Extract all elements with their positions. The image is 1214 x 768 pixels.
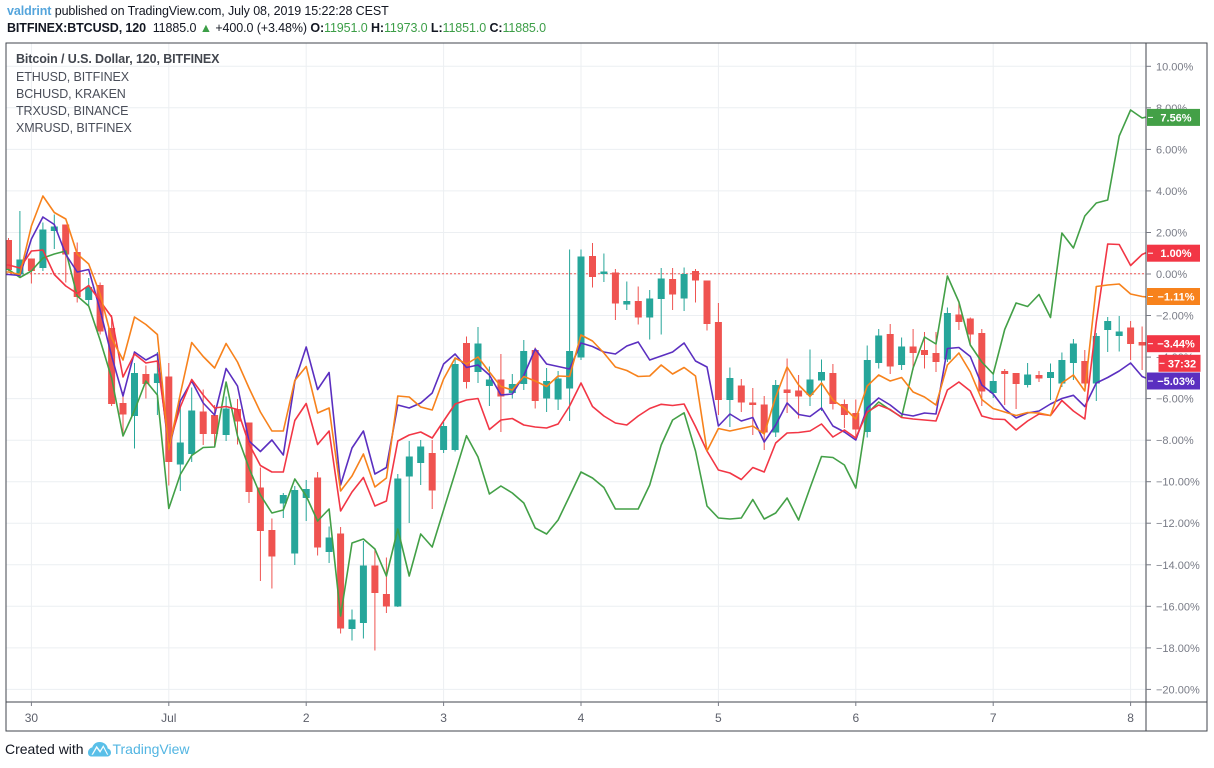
svg-text:−14.00%: −14.00% bbox=[1156, 560, 1200, 572]
svg-text:1.00%: 1.00% bbox=[1160, 248, 1191, 260]
svg-text:8: 8 bbox=[1127, 711, 1134, 725]
svg-text:2: 2 bbox=[303, 711, 310, 725]
svg-text:−2.00%: −2.00% bbox=[1156, 311, 1194, 323]
svg-text:−8.00%: −8.00% bbox=[1156, 435, 1194, 447]
svg-text:4.00%: 4.00% bbox=[1156, 186, 1187, 198]
svg-text:10.00%: 10.00% bbox=[1156, 61, 1194, 73]
svg-text:30: 30 bbox=[25, 711, 39, 725]
svg-text:−12.00%: −12.00% bbox=[1156, 518, 1200, 530]
svg-text:6.00%: 6.00% bbox=[1156, 144, 1187, 156]
svg-text:2.00%: 2.00% bbox=[1156, 228, 1187, 240]
svg-text:6: 6 bbox=[852, 711, 859, 725]
svg-text:Jul: Jul bbox=[161, 711, 176, 725]
svg-text:3: 3 bbox=[440, 711, 447, 725]
svg-text:37:32: 37:32 bbox=[1168, 358, 1196, 370]
svg-text:0.00%: 0.00% bbox=[1156, 269, 1187, 281]
svg-text:−16.00%: −16.00% bbox=[1156, 601, 1200, 613]
svg-text:−20.00%: −20.00% bbox=[1156, 684, 1200, 696]
svg-text:5: 5 bbox=[715, 711, 722, 725]
svg-text:−3.44%: −3.44% bbox=[1157, 339, 1195, 351]
svg-text:7.56%: 7.56% bbox=[1160, 112, 1191, 124]
svg-text:−1.11%: −1.11% bbox=[1157, 292, 1194, 304]
svg-text:−10.00%: −10.00% bbox=[1156, 477, 1200, 489]
svg-text:−5.03%: −5.03% bbox=[1157, 376, 1195, 388]
svg-text:4: 4 bbox=[578, 711, 585, 725]
svg-text:−18.00%: −18.00% bbox=[1156, 643, 1200, 655]
svg-text:−6.00%: −6.00% bbox=[1156, 394, 1194, 406]
svg-text:7: 7 bbox=[990, 711, 997, 725]
